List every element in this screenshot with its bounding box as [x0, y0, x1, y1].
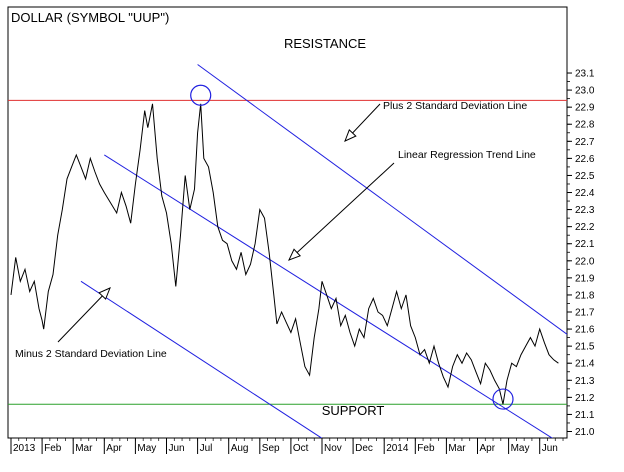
support-touch-circle [492, 388, 514, 410]
minus2-label: Minus 2 Standard Deviation Line [15, 348, 167, 360]
x-tick-label: Oct [293, 443, 309, 454]
x-tick-label: Sep [262, 443, 280, 454]
regression-arrow-head [288, 248, 302, 261]
y-tick-label: 23.1 [575, 69, 595, 80]
minus2-arrow-head [98, 287, 111, 300]
y-tick-label: 22.4 [575, 188, 595, 199]
minus2-line [80, 280, 323, 438]
regression-label: Linear Regression Trend Line [398, 149, 536, 161]
y-tick-label: 21.7 [575, 308, 595, 319]
x-tick-label: Feb [417, 443, 435, 454]
y-tick-label: 22.7 [575, 137, 595, 148]
x-tick-label: Nov [324, 443, 342, 454]
x-tick-label: Jul [200, 443, 213, 454]
regression-arrow-shaft [288, 162, 395, 261]
plus2-line [197, 64, 567, 335]
x-tick-label: Dec [355, 443, 373, 454]
x-tick-label: May [511, 443, 530, 454]
y-tick-label: 22.5 [575, 171, 595, 182]
chart-title: DOLLAR (SYMBOL "UUP") [11, 10, 169, 25]
y-tick-label: 21.5 [575, 342, 595, 353]
x-tick-label: Apr [480, 443, 496, 454]
y-tick-label: 21.3 [575, 376, 595, 387]
support-label: SUPPORT [322, 403, 385, 418]
x-tick-label: Mar [75, 443, 93, 454]
y-tick-label: 22.2 [575, 222, 595, 233]
x-tick-label: Jun [169, 443, 185, 454]
plot-frame [7, 6, 568, 439]
y-tick-label: 21.6 [575, 325, 595, 336]
y-tick-label: 21.0 [575, 427, 595, 438]
x-tick-label: Mar [448, 443, 466, 454]
x-tick-label: Apr [106, 443, 122, 454]
x-tick-label: 2014 [386, 443, 409, 454]
y-tick-label: 21.1 [575, 410, 595, 421]
minus2-arrow-shaft [57, 287, 111, 343]
y-tick-label: 21.8 [575, 290, 595, 301]
plus2-label: Plus 2 Standard Deviation Line [383, 100, 527, 112]
x-tick-label: Feb [44, 443, 62, 454]
x-tick-label: Aug [231, 443, 249, 454]
y-tick-label: 21.4 [575, 359, 595, 370]
price-series-line [10, 103, 559, 405]
y-tick-label: 22.9 [575, 103, 595, 114]
y-tick-label: 22.6 [575, 154, 595, 165]
y-tick-label: 22.1 [575, 239, 595, 250]
y-tick-label: 22.8 [575, 120, 595, 131]
resistance-touch-circle [190, 84, 212, 106]
x-tick-label: May [137, 443, 156, 454]
y-tick-label: 21.9 [575, 273, 595, 284]
plus2-arrow-head [344, 129, 357, 142]
regression-line [104, 154, 553, 438]
y-tick-label: 22.0 [575, 256, 595, 267]
resistance-label: RESISTANCE [284, 36, 366, 51]
y-tick-label: 21.2 [575, 393, 595, 404]
x-tick-label: Jun [542, 443, 558, 454]
y-tick-label: 22.3 [575, 205, 595, 216]
y-tick-label: 23.0 [575, 86, 595, 97]
x-tick-label: 2013 [13, 443, 36, 454]
